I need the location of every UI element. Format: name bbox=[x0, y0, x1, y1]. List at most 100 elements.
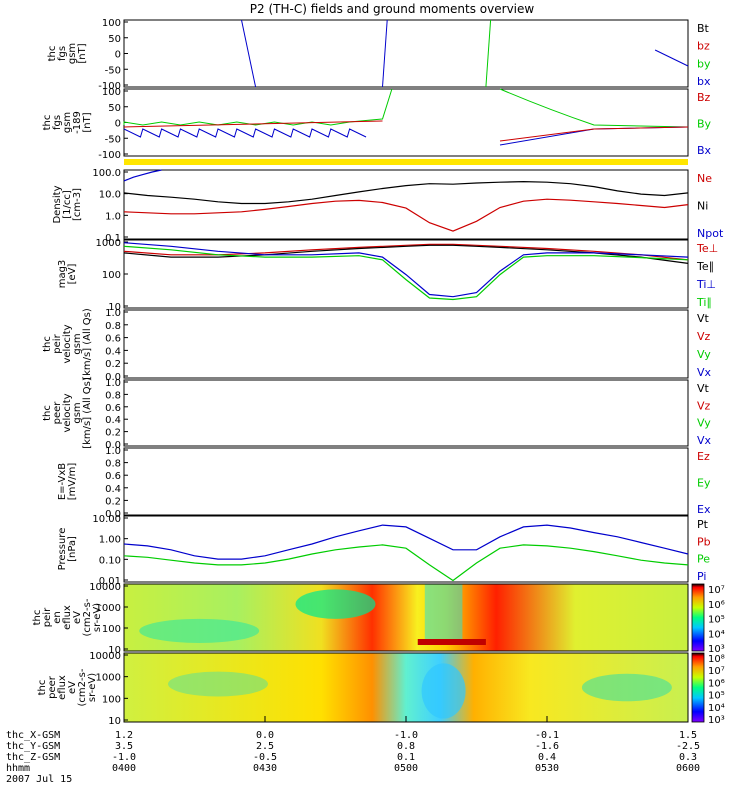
fgs_gsm-legend-1: By bbox=[697, 118, 712, 131]
espec-cbar-tick-3: 10⁵ bbox=[708, 691, 725, 702]
fgs-ytick-3: -50 bbox=[105, 65, 121, 76]
pressure-ytick-2: 0.10 bbox=[99, 555, 121, 566]
fgs_gsm-ylabel-line-1: fgs bbox=[52, 115, 63, 130]
panel-fgs_gsm: 100 50 0 -50 -100 thc fgs gsm -189 [nT] Bz By Bx bbox=[42, 87, 712, 165]
vi-ylabel-line-3: gsm bbox=[72, 333, 83, 354]
ve-ylabel-line-3: gsm bbox=[72, 402, 83, 423]
espec-ylabel-line-1: peer bbox=[47, 675, 58, 699]
ve-ylabel-line-4: [km/s] (All Qs) bbox=[82, 377, 93, 449]
ve-ylabel: thc peer velocity gsm [km/s] (All Qs) bbox=[42, 377, 93, 449]
fgs-gsm-bx bbox=[123, 128, 367, 138]
xaxis-row-label-0: thc_X-GSM bbox=[6, 730, 60, 741]
ispec-ytick-3: 10 bbox=[108, 645, 121, 656]
temp-legend-3: Ti∥ bbox=[696, 296, 712, 309]
temp-ytick-1: 100 bbox=[102, 270, 121, 281]
espec-colorbar bbox=[691, 652, 705, 723]
ispec-region-low-left bbox=[295, 589, 376, 619]
xaxis-row-1-value-2: 0.8 bbox=[397, 741, 415, 752]
xaxis-row-2-value-2: 0.1 bbox=[397, 752, 415, 763]
fgs-by-trace bbox=[485, 19, 492, 88]
espec-ytick-1: 1000 bbox=[96, 673, 121, 684]
pressure-legend-1: Pb bbox=[697, 535, 711, 548]
panel-ispec: 10⁷ 10⁶ 10⁵ 10⁴ 10³ 10000 1000 100 10 thc peir en ef… bbox=[32, 582, 725, 656]
espec-region-left bbox=[168, 671, 268, 697]
temp-ytick-2: 10 bbox=[108, 302, 121, 313]
fgs_gsm-ylabel-line-0: thc bbox=[42, 115, 53, 131]
fgs_gsm-frame bbox=[123, 88, 689, 157]
pressure-legend-3: Pi bbox=[697, 570, 706, 583]
vi-legend-1: Vz bbox=[697, 330, 711, 343]
density-ylabel-line-0: Density bbox=[52, 185, 63, 223]
panel-vi: 1.0 0.8 0.60.4 0.2 0.0 thc peir velocity gsm [km/… bbox=[42, 308, 712, 383]
fgs-legend-0: Bt bbox=[697, 22, 710, 35]
density-ylabel-line-1: [1/cc] bbox=[62, 190, 73, 219]
ispec-ylabel-line-2: en bbox=[52, 611, 63, 624]
vi-ylabel-line-0: thc bbox=[42, 336, 53, 352]
ispec-ylabel-line-4: eV bbox=[72, 611, 83, 624]
fgs-gsm-by-2 bbox=[499, 88, 689, 128]
pressure-frame bbox=[123, 515, 689, 583]
chart-title: P2 (TH-C) fields and ground moments over… bbox=[250, 2, 535, 16]
ve-legend-1: Vz bbox=[697, 399, 711, 412]
xaxis-row-3-value-4: 0600 bbox=[676, 763, 700, 774]
espec-cbar-tick-0: 10⁸ bbox=[708, 654, 725, 665]
xaxis-row-3-value-1: 0430 bbox=[253, 763, 277, 774]
temp-series-Ti∥ bbox=[123, 245, 689, 301]
fgs-ytick-2: 0 bbox=[115, 50, 121, 61]
pressure-ylabel-line-0: Pressure bbox=[57, 528, 68, 571]
vi-legend-3: Vx bbox=[697, 366, 712, 379]
efield-ylabel-line-0: E=-VxB bbox=[57, 463, 68, 500]
temp-series-Te⊥ bbox=[123, 243, 689, 261]
ve-frame bbox=[123, 379, 689, 447]
fgs-ylabel-line-0: thc bbox=[47, 46, 58, 62]
density-series-Npot bbox=[123, 169, 162, 182]
fgs_gsm-ylabel-line-2: gsm bbox=[62, 112, 73, 133]
xaxis-row-3-value-2: 0500 bbox=[394, 763, 418, 774]
ispec-ytick-2: 100 bbox=[102, 624, 121, 635]
vi-ytick-5: 0.0 bbox=[105, 372, 121, 383]
ispec-cbar-tick-0: 10⁷ bbox=[708, 585, 725, 596]
fgs_gsm-ylabel-line-3: -189 bbox=[72, 111, 83, 134]
ve-legend-3: Vx bbox=[697, 434, 712, 447]
espec-cbar-tick-4: 10⁴ bbox=[708, 703, 725, 714]
vi-ytick-1: 0.8 bbox=[105, 321, 121, 332]
vi-ytick-3: 0.4 bbox=[105, 346, 121, 357]
efield-frame bbox=[123, 447, 689, 516]
vi-ylabel-line-4: [km/s] (All Qs) bbox=[82, 308, 93, 380]
ispec-low-energy-band bbox=[417, 639, 486, 645]
density-series-Ni bbox=[123, 180, 689, 205]
pressure-series-Pe bbox=[123, 544, 689, 582]
xaxis-row-label-3: hhmm bbox=[6, 763, 30, 774]
density-ytick-3: 0.1 bbox=[105, 233, 121, 244]
temp-ytick-0: 1000 bbox=[96, 238, 121, 249]
ispec-cbar-tick-2: 10⁵ bbox=[708, 615, 725, 626]
xaxis-row-0-value-0: 1.2 bbox=[115, 730, 133, 741]
flag-bar bbox=[124, 159, 688, 165]
ispec-cbar-tick-4: 10³ bbox=[708, 644, 725, 655]
fgs-ylabel-line-1: fgs bbox=[57, 46, 68, 61]
vi-ytick-2: 0.6 bbox=[105, 334, 121, 345]
ispec-ylabel-line-0: thc bbox=[32, 610, 43, 626]
ve-ylabel-line-0: thc bbox=[42, 405, 53, 421]
ispec-frame bbox=[123, 583, 689, 652]
vi-ytick-0: 1.0 bbox=[105, 308, 121, 319]
fgs-bx-trace bbox=[241, 19, 257, 88]
pressure-ylabel-line-1: [nPa] bbox=[67, 536, 78, 562]
xaxis-row-0-value-2: -1.0 bbox=[394, 730, 418, 741]
xaxis-row-1-value-4: -2.5 bbox=[676, 741, 700, 752]
espec-ytick-0: 10000 bbox=[89, 651, 121, 662]
panel-pressure: 10.00 1.00 0.10 0.01 Pressure [nPa] Pt Pb Pe Pi bbox=[57, 514, 711, 587]
pressure-ytick-3: 0.01 bbox=[99, 576, 121, 587]
fgs-bx-trace-3 bbox=[654, 49, 689, 67]
density-frame bbox=[123, 169, 689, 240]
xaxis-row-0-value-3: -0.1 bbox=[535, 730, 559, 741]
ispec-center-gap bbox=[424, 584, 463, 639]
pressure-ylabel: Pressure [nPa] bbox=[57, 528, 78, 571]
efield-ytick-5: 0.0 bbox=[105, 509, 121, 520]
espec-cbar-tick-2: 10⁶ bbox=[708, 678, 725, 689]
pressure-legend-2: Pe bbox=[697, 553, 710, 566]
vi-frame bbox=[123, 309, 689, 379]
fgs_gsm-ytick-2: 0 bbox=[115, 119, 121, 130]
